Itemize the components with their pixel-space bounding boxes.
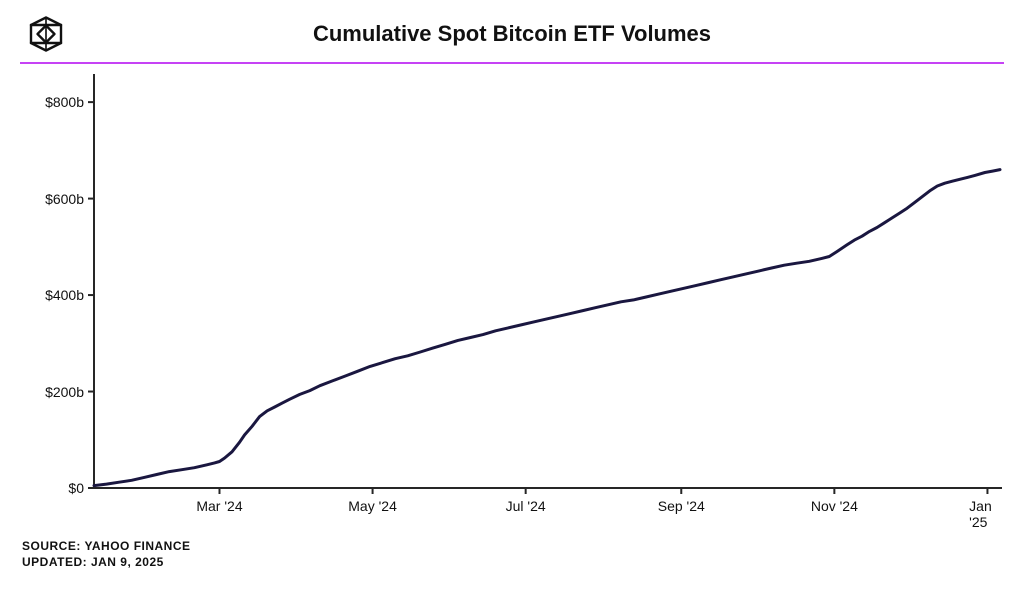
x-tick-label: Sep '24 — [658, 498, 705, 514]
x-tick-label: Mar '24 — [196, 498, 242, 514]
y-tick-label: $200b — [45, 384, 84, 400]
chart-area: $0 $200b $400b $600b $800b Mar '24 May '24 Jul… — [0, 64, 1024, 532]
y-tick-label: $600b — [45, 191, 84, 207]
line-chart — [0, 64, 1024, 532]
y-tick-label: $0 — [68, 480, 84, 496]
updated-label: UPDATED: JAN 9, 2025 — [22, 554, 1002, 570]
x-tick-label: Nov '24 — [811, 498, 858, 514]
chart-footer: SOURCE: YAHOO FINANCE UPDATED: JAN 9, 20… — [0, 532, 1024, 570]
x-tick-label: May '24 — [348, 498, 397, 514]
x-tick-label: Jul '24 — [506, 498, 546, 514]
y-tick-label: $400b — [45, 287, 84, 303]
chart-header: Cumulative Spot Bitcoin ETF Volumes — [0, 0, 1024, 62]
chart-title: Cumulative Spot Bitcoin ETF Volumes — [70, 21, 1002, 47]
y-tick-label: $800b — [45, 94, 84, 110]
brand-logo-icon — [22, 14, 70, 54]
x-tick-label: Jan '25 — [969, 498, 1006, 530]
source-label: SOURCE: YAHOO FINANCE — [22, 538, 1002, 554]
